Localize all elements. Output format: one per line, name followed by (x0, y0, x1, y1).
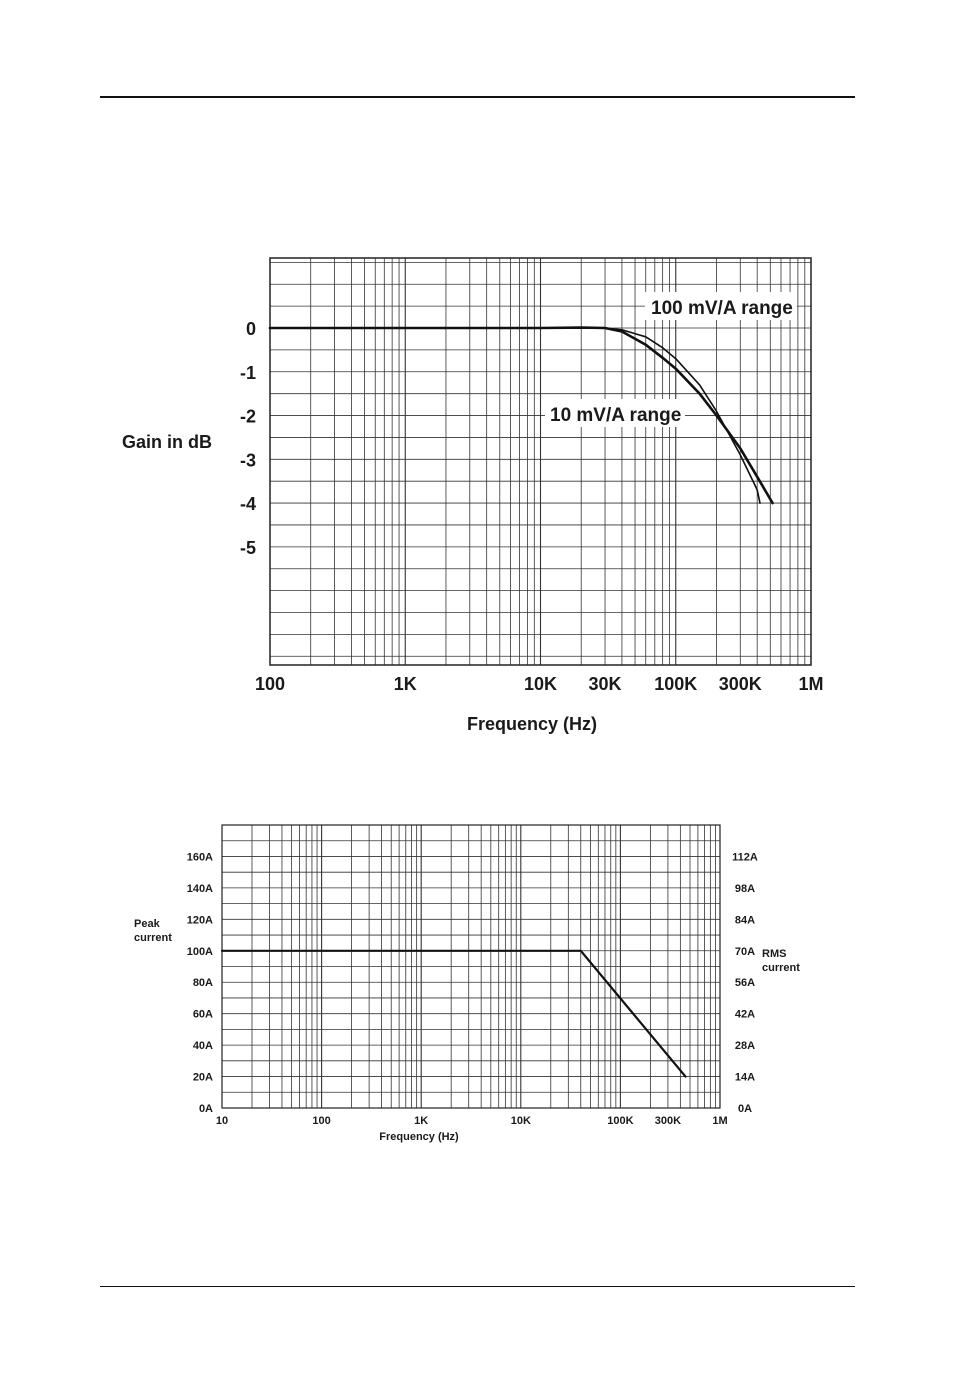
y-tick-label: -5 (240, 538, 256, 558)
y2-tick-label: 0A (738, 1103, 752, 1115)
x-tick-label: 10K (524, 674, 557, 694)
y-tick-label: 140A (187, 883, 213, 895)
current-chart-grid (222, 825, 720, 1108)
current-chart: 10 100 1K 10K 100K 300K 1M 0A 20A 40A 60A 80A 100A 1… (134, 824, 800, 1143)
x-tick-label: 100 (255, 674, 285, 694)
gain-chart-x-tick-labels: 100 1K 10K 30K 100K 300K 1M (255, 674, 824, 694)
current-chart-frame (221, 824, 721, 1109)
current-chart-y-axis-label: Peak current (134, 918, 172, 944)
y-tick-label: 100A (187, 946, 213, 958)
gain-chart-y-tick-labels: 0 -1 -2 -3 -4 -5 (240, 319, 256, 558)
x-tick-label: 10 (216, 1115, 228, 1127)
x-tick-label: 1M (712, 1115, 727, 1127)
y2-tick-label: 98A (735, 883, 755, 895)
x-tick-label: 100 (312, 1115, 330, 1127)
current-chart-y-tick-labels: 0A 20A 40A 60A 80A 100A 120A 140A 160A (187, 851, 213, 1115)
current-chart-x-axis-label: Frequency (Hz) (379, 1131, 459, 1143)
current-chart-y2-axis-label: RMS current (762, 948, 800, 974)
y-tick-label: -2 (240, 407, 256, 427)
series-line-1 (268, 326, 774, 505)
annotation-10mva-range: 10 mV/A range (550, 405, 681, 426)
series-line-0 (220, 949, 687, 1078)
y2-tick-label: 112A (732, 851, 758, 863)
y2-tick-label: 56A (735, 977, 755, 989)
y-tick-label: 20A (193, 1072, 213, 1084)
gain-chart-frame (269, 257, 812, 666)
y-tick-label: 0A (199, 1103, 213, 1115)
y2-tick-label: 28A (735, 1040, 755, 1052)
y2-tick-label: 84A (735, 914, 755, 926)
page-bottom-rule (100, 1286, 855, 1287)
y-tick-label: -4 (240, 494, 256, 514)
current-chart-series (220, 949, 687, 1078)
gain-chart-grid (270, 258, 811, 665)
y-tick-label: -3 (240, 450, 256, 470)
y-tick-label: -1 (240, 363, 256, 383)
y2-tick-label: 42A (735, 1009, 755, 1021)
gain-chart-x-axis-label: Frequency (Hz) (467, 714, 597, 734)
y-tick-label: 160A (187, 851, 213, 863)
x-tick-label: 30K (589, 674, 622, 694)
y-tick-label: 0 (246, 319, 256, 339)
page-top-rule (100, 96, 855, 98)
x-tick-label: 100K (654, 674, 697, 694)
x-tick-label: 10K (511, 1115, 531, 1127)
current-chart-y2-tick-labels: 0A 14A 28A 42A 56A 70A 84A 98A 112A (732, 851, 758, 1115)
y-tick-label: 80A (193, 977, 213, 989)
annotation-100mva-range: 100 mV/A range (651, 298, 793, 319)
y-tick-label: 60A (193, 1009, 213, 1021)
x-tick-label: 1K (394, 674, 417, 694)
gain-chart-y-axis-label: Gain in dB (122, 432, 212, 452)
annotation-100mva-background (645, 292, 797, 320)
gain-chart: 100 1K 10K 30K 100K 300K 1M 0 -1 -2 -3 -4 -5 100 mV… (122, 257, 824, 734)
y2-tick-label: 70A (735, 946, 755, 958)
x-tick-label: 300K (719, 674, 762, 694)
y-tick-label: 120A (187, 914, 213, 926)
x-tick-label: 1K (414, 1115, 428, 1127)
annotation-10mva-background (545, 399, 685, 427)
gain-chart-series (268, 326, 774, 505)
x-tick-label: 1M (798, 674, 823, 694)
y2-tick-label: 14A (735, 1072, 755, 1084)
x-tick-label: 300K (655, 1115, 681, 1127)
current-chart-x-tick-labels: 10 100 1K 10K 100K 300K 1M (216, 1115, 728, 1127)
x-tick-label: 100K (607, 1115, 633, 1127)
y-tick-label: 40A (193, 1040, 213, 1052)
